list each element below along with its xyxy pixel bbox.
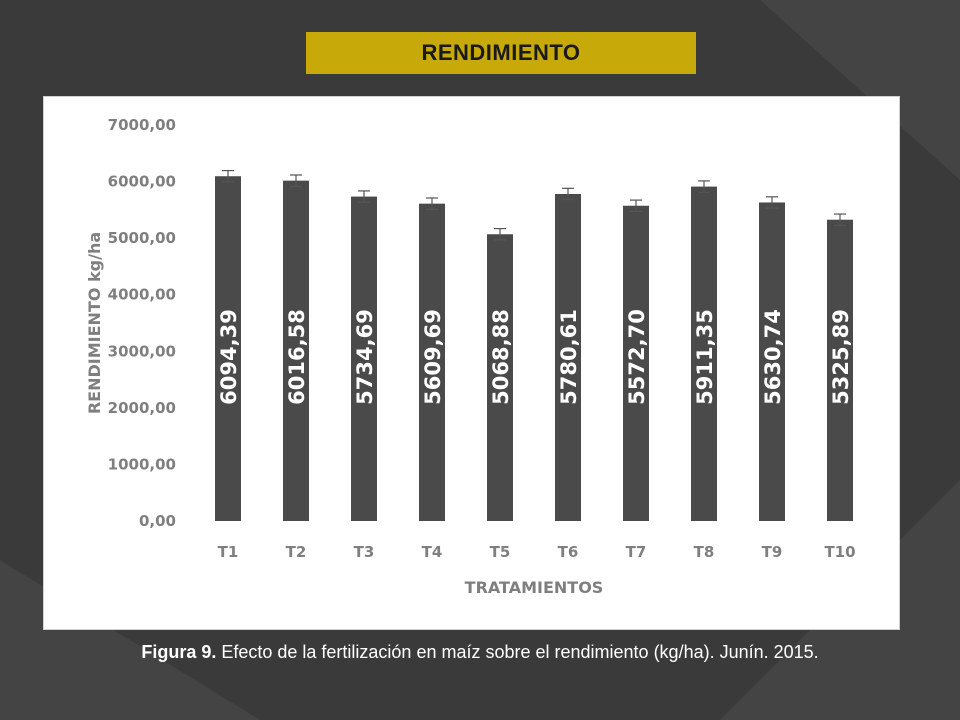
bar [487,234,513,521]
y-tick-label: 1000,00 [108,455,176,473]
bar [691,186,717,521]
bar-value-label: 6016,58 [285,309,309,405]
bar-value-label: 5609,69 [421,309,445,405]
y-tick-label: 2000,00 [108,399,176,417]
title-banner: RENDIMIENTO [306,32,696,74]
page-title: RENDIMIENTO [421,40,581,65]
bar [555,193,581,521]
bar-value-label: 5911,35 [693,309,717,405]
x-tick-label: T6 [558,543,579,561]
bar [759,202,785,521]
y-tick-label: 6000,00 [108,173,176,191]
bar-value-label: 5734,69 [353,309,377,405]
x-axis-title: TRATAMIENTOS [465,578,604,597]
y-tick-label: 7000,00 [108,116,176,134]
bar-chart: 0,00 1000,00 2000,00 3000,00 4000,00 5000,00 6… [85,116,856,597]
bar-value-label: 5572,70 [625,309,649,405]
x-tick-label: T8 [694,543,715,561]
bar [623,205,649,522]
x-tick-label: T10 [824,543,855,561]
bar-value-label: 5325,89 [829,309,853,405]
caption-text: Efecto de la fertilización en maíz sobre… [216,642,819,662]
x-tick-label: T5 [490,543,511,561]
y-tick-label: 5000,00 [108,229,176,247]
bar-value-label: 5630,74 [761,309,785,405]
bar [419,203,445,521]
bar-value-label: 6094,39 [217,309,241,405]
y-axis-title: RENDIMIENTO kg/ha [85,232,104,414]
x-tick-label: T9 [762,543,783,561]
y-tick-label: 3000,00 [108,342,176,360]
x-tick-label: T1 [218,543,239,561]
figure-caption: Figura 9. Efecto de la fertilización en … [0,642,960,663]
y-tick-label: 4000,00 [108,286,176,304]
bar [351,196,377,521]
bar-value-label: 5068,88 [489,309,513,405]
caption-label: Figura 9. [141,642,217,662]
bar [215,176,241,521]
bar-value-label: 5780,61 [557,309,581,405]
bar [283,180,309,521]
chart-panel: 0,00 1000,00 2000,00 3000,00 4000,00 5000,00 6… [43,96,900,630]
bar [827,219,853,521]
y-tick-label: 0,00 [139,512,176,530]
x-tick-label: T3 [354,543,375,561]
x-tick-label: T2 [286,543,307,561]
x-tick-label: T4 [422,543,443,561]
x-tick-label: T7 [626,543,647,561]
